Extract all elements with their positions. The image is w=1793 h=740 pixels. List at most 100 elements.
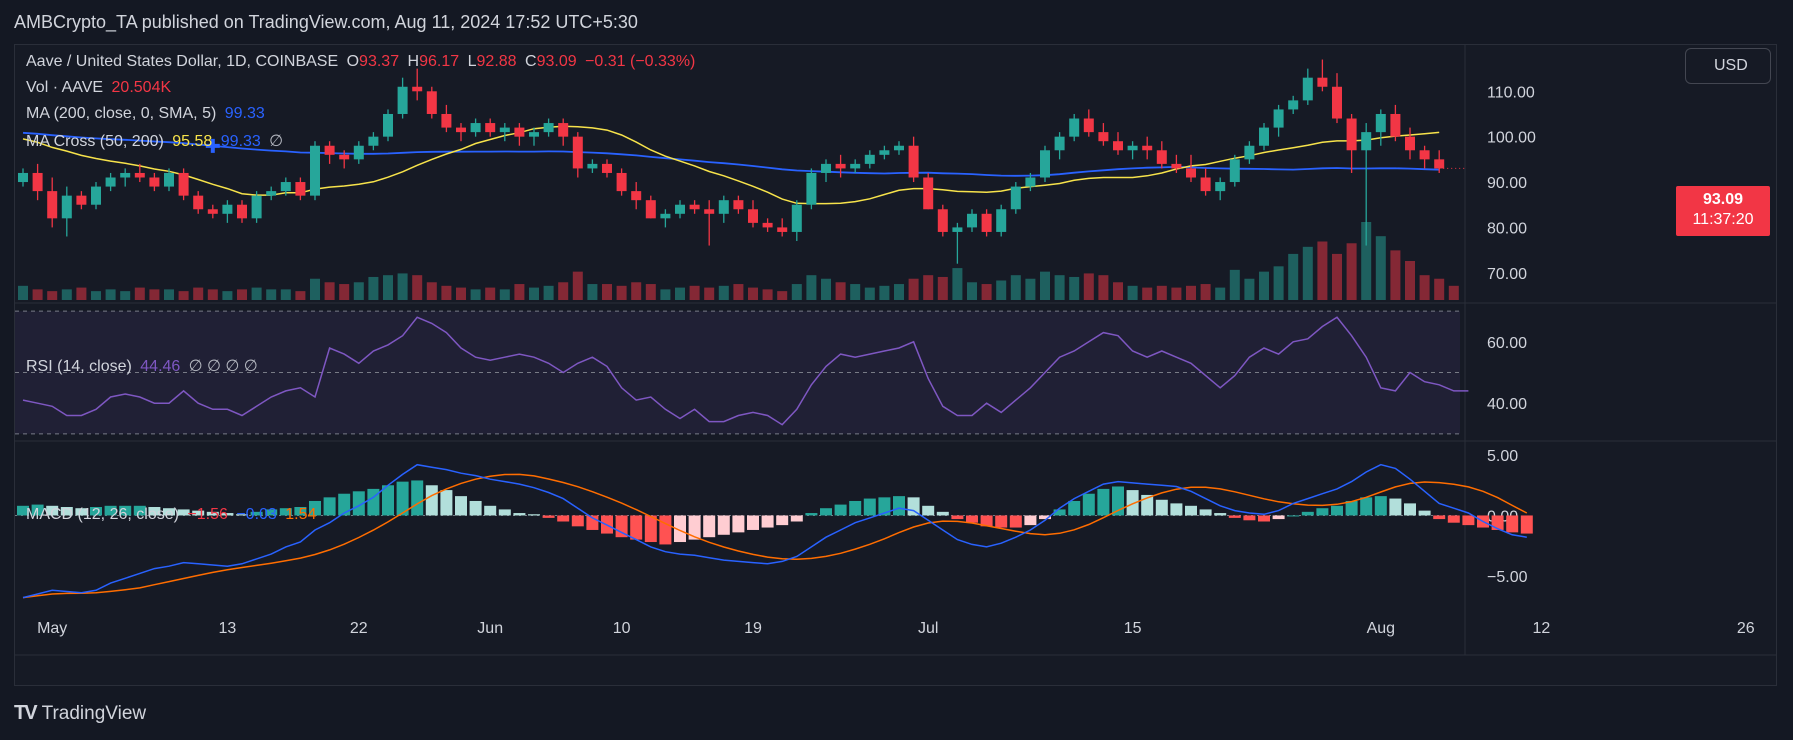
macd-histogram-bar <box>863 498 876 516</box>
macd-signal-line <box>22 473 1528 599</box>
volume-bar <box>91 291 101 300</box>
candle-body <box>1171 163 1182 169</box>
candle-body <box>47 191 58 219</box>
ma200-line <box>22 131 1440 177</box>
volume-bar <box>675 287 685 300</box>
volume-bar <box>339 284 350 300</box>
high-value: 96.17 <box>419 53 460 70</box>
volume-bar <box>777 291 788 300</box>
macd-histogram-bar <box>790 515 803 522</box>
volume-bar <box>310 278 320 300</box>
macross-label: MA Cross (50, 200) <box>26 133 164 150</box>
time-tick-label: 26 <box>1737 620 1755 637</box>
candle-body <box>718 200 729 214</box>
macd-histogram-bar <box>557 515 570 522</box>
macd-histogram-bar <box>250 511 263 516</box>
currency-button[interactable]: USD <box>1685 48 1771 84</box>
open-value: 93.37 <box>359 53 400 70</box>
time-tick-label: May <box>37 620 67 637</box>
symbol-label[interactable]: Aave / United States Dollar, 1D, COINBAS… <box>26 53 339 70</box>
macd-histogram-bar <box>542 515 555 518</box>
macd-histogram-bar <box>1272 515 1285 520</box>
volume-bar <box>587 284 598 300</box>
candle-body <box>529 132 539 137</box>
volume-bar <box>572 271 583 300</box>
volume-bar <box>32 289 43 300</box>
volume-bar <box>1127 285 1138 300</box>
macd-histogram-bar <box>498 509 511 516</box>
volume-bar <box>1215 287 1226 300</box>
volume-legend[interactable]: Vol · AAVE 20.504K <box>26 79 175 97</box>
macd-histogram-bar <box>469 500 482 516</box>
volume-bar <box>222 291 233 300</box>
candle-body <box>806 172 817 205</box>
time-tick-label: 12 <box>1533 620 1551 637</box>
macd-histogram-bar <box>630 515 643 540</box>
macd-histogram-bar <box>1243 515 1256 521</box>
macd-histogram-bar <box>1155 499 1168 516</box>
volume-bar <box>996 280 1007 300</box>
volume-bar <box>967 282 977 300</box>
candle-body <box>222 204 233 214</box>
candle-body <box>1405 136 1415 151</box>
macross-legend[interactable]: MA Cross (50, 200) 95.58 99.33 ∅ <box>26 131 287 151</box>
macd-histogram-bar <box>1097 488 1110 516</box>
candle-body <box>1302 77 1313 101</box>
macd-histogram-bar <box>1141 494 1154 516</box>
macd-histogram-bar <box>922 505 935 516</box>
macd-legend[interactable]: MACD (12, 26, close) −1.56 −0.03 1.54 <box>26 506 320 524</box>
candle-body <box>1142 145 1153 151</box>
volume-bar <box>616 285 627 300</box>
volume-bar <box>981 284 992 300</box>
volume-bar <box>558 282 569 300</box>
macd-histogram-bar <box>1170 503 1183 516</box>
volume-bar <box>456 287 466 300</box>
volume-bar <box>806 275 817 300</box>
candle-body <box>324 145 335 155</box>
ma-legend[interactable]: MA (200, close, 0, SMA, 5) 99.33 <box>26 105 269 123</box>
macd-histogram-bar <box>221 513 234 516</box>
macd-histogram-bar <box>309 500 321 516</box>
candle-body <box>193 195 204 210</box>
macd-histogram-bar <box>455 496 467 516</box>
candle-body <box>1273 109 1284 128</box>
volume-bar <box>1317 241 1328 300</box>
rsi-tick-label: 60.00 <box>1487 335 1527 352</box>
volume-bar <box>383 275 393 300</box>
macd-histogram-bar <box>338 493 351 516</box>
chart-frame[interactable]: 70.00 80.00 90.00 100.00 110.00 40.00 60.00 5.0… <box>14 44 1777 686</box>
chart-svg[interactable]: 70.00 80.00 90.00 100.00 110.00 40.00 60.00 5.0… <box>15 45 1776 685</box>
macd-histogram-bar <box>352 491 365 516</box>
macd-histogram-bar <box>1126 490 1139 516</box>
rsi-legend[interactable]: RSI (14, close) 44.46 ∅ ∅ ∅ ∅ <box>26 356 262 376</box>
macd-histogram-bar <box>425 485 438 516</box>
candle-body <box>499 127 510 133</box>
time-tick-label: 13 <box>219 620 237 637</box>
candle-body <box>441 113 452 128</box>
macd-histogram-bar <box>396 481 409 516</box>
macd-histogram-bar <box>192 510 205 516</box>
macd-value-2: −0.03 <box>236 506 277 523</box>
candle-body <box>1259 127 1269 146</box>
rsi-tick-label: 40.00 <box>1487 396 1527 413</box>
candle-body <box>32 172 43 192</box>
macd-histogram-bar <box>104 505 117 516</box>
candle-body <box>178 172 189 196</box>
volume-bar <box>266 289 277 300</box>
candle-body <box>675 204 685 214</box>
volume-bar <box>47 291 58 300</box>
macd-histogram-bar <box>747 515 759 530</box>
volume-bar <box>1332 253 1342 300</box>
candle-body <box>689 204 700 210</box>
volume-bar <box>1010 275 1021 300</box>
candle-body <box>1010 186 1021 210</box>
candle-body <box>1375 113 1386 133</box>
candle-body <box>1156 150 1167 164</box>
candle-body <box>426 91 437 114</box>
candle-body <box>266 191 277 196</box>
volume-bar <box>791 284 802 300</box>
rsi-value: 44.46 <box>140 358 181 375</box>
footer-brand[interactable]: TV TradingView <box>14 702 146 725</box>
volume-bar <box>426 282 437 300</box>
volume-bar <box>718 285 729 300</box>
